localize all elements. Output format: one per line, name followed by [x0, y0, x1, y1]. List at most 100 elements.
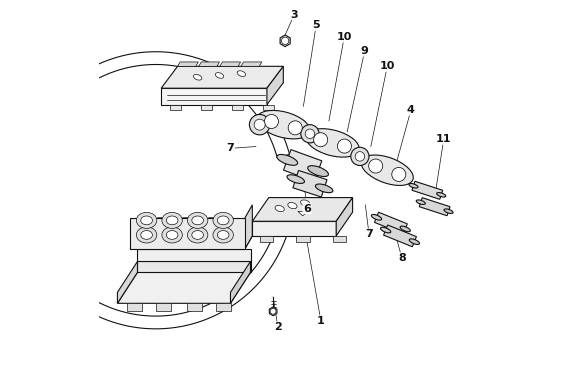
Ellipse shape: [270, 309, 276, 314]
Polygon shape: [296, 236, 310, 242]
Ellipse shape: [409, 239, 419, 244]
Ellipse shape: [301, 200, 310, 206]
Polygon shape: [161, 88, 267, 105]
Text: 9: 9: [361, 46, 369, 56]
Text: 7: 7: [226, 143, 234, 153]
Polygon shape: [156, 303, 171, 311]
Ellipse shape: [337, 139, 351, 153]
Ellipse shape: [237, 71, 245, 76]
Ellipse shape: [369, 159, 383, 173]
Ellipse shape: [194, 74, 202, 80]
Polygon shape: [252, 221, 336, 236]
Polygon shape: [233, 105, 243, 110]
Polygon shape: [187, 303, 202, 311]
Text: 4: 4: [407, 105, 415, 115]
Text: 7: 7: [365, 229, 373, 239]
Ellipse shape: [249, 115, 270, 135]
Ellipse shape: [381, 227, 391, 233]
Polygon shape: [137, 249, 251, 261]
Polygon shape: [419, 198, 450, 216]
Polygon shape: [293, 171, 327, 197]
Polygon shape: [17, 52, 289, 329]
Ellipse shape: [305, 129, 315, 138]
Polygon shape: [260, 236, 274, 242]
Ellipse shape: [277, 154, 298, 165]
Ellipse shape: [361, 155, 413, 186]
Ellipse shape: [351, 147, 369, 165]
Polygon shape: [170, 105, 181, 110]
Polygon shape: [130, 236, 252, 249]
Ellipse shape: [288, 202, 297, 209]
Ellipse shape: [187, 227, 208, 243]
Ellipse shape: [215, 72, 224, 78]
Ellipse shape: [136, 227, 157, 243]
Polygon shape: [284, 150, 322, 182]
Ellipse shape: [372, 214, 382, 220]
Polygon shape: [267, 66, 283, 105]
Ellipse shape: [416, 200, 425, 205]
Ellipse shape: [257, 111, 310, 139]
Polygon shape: [412, 181, 443, 199]
Ellipse shape: [141, 216, 153, 225]
Ellipse shape: [162, 212, 182, 228]
Text: 1: 1: [317, 316, 325, 326]
Ellipse shape: [254, 119, 265, 130]
Text: 10: 10: [379, 61, 395, 71]
Ellipse shape: [314, 133, 328, 147]
Polygon shape: [336, 198, 352, 236]
Ellipse shape: [166, 231, 178, 239]
Polygon shape: [252, 198, 352, 221]
Polygon shape: [118, 261, 137, 303]
Ellipse shape: [409, 183, 418, 188]
Text: 2: 2: [274, 322, 282, 332]
Ellipse shape: [287, 175, 305, 183]
Text: 5: 5: [312, 20, 320, 30]
Ellipse shape: [166, 216, 178, 225]
Polygon shape: [220, 62, 240, 66]
Polygon shape: [130, 218, 245, 249]
Polygon shape: [333, 236, 346, 242]
Ellipse shape: [136, 212, 157, 228]
Text: 11: 11: [436, 134, 452, 144]
Ellipse shape: [275, 205, 284, 212]
Polygon shape: [245, 205, 252, 249]
Ellipse shape: [187, 212, 208, 228]
Polygon shape: [374, 212, 407, 234]
Polygon shape: [137, 261, 251, 272]
Ellipse shape: [355, 152, 365, 161]
Polygon shape: [202, 105, 212, 110]
Ellipse shape: [217, 231, 229, 239]
Text: 10: 10: [337, 32, 352, 42]
Polygon shape: [230, 261, 251, 303]
Polygon shape: [199, 62, 220, 66]
Ellipse shape: [282, 37, 289, 44]
Polygon shape: [263, 105, 274, 110]
Text: 8: 8: [398, 253, 406, 263]
Polygon shape: [216, 303, 231, 311]
Ellipse shape: [265, 115, 279, 128]
Polygon shape: [269, 307, 277, 316]
Text: 6: 6: [303, 203, 311, 213]
Text: 3: 3: [291, 10, 298, 19]
Polygon shape: [298, 212, 308, 216]
Ellipse shape: [315, 184, 333, 193]
Polygon shape: [118, 272, 251, 303]
Ellipse shape: [301, 125, 319, 143]
Polygon shape: [280, 35, 290, 46]
Ellipse shape: [213, 212, 234, 228]
Ellipse shape: [162, 227, 182, 243]
Polygon shape: [161, 66, 283, 88]
Ellipse shape: [192, 231, 203, 239]
Ellipse shape: [308, 166, 328, 176]
Ellipse shape: [288, 121, 302, 135]
Polygon shape: [241, 62, 262, 66]
Ellipse shape: [444, 209, 453, 213]
Ellipse shape: [306, 129, 359, 157]
Ellipse shape: [141, 231, 153, 239]
Polygon shape: [177, 62, 198, 66]
Ellipse shape: [400, 226, 410, 232]
Ellipse shape: [392, 167, 406, 182]
Ellipse shape: [213, 227, 234, 243]
Polygon shape: [383, 225, 417, 247]
Ellipse shape: [437, 193, 446, 197]
